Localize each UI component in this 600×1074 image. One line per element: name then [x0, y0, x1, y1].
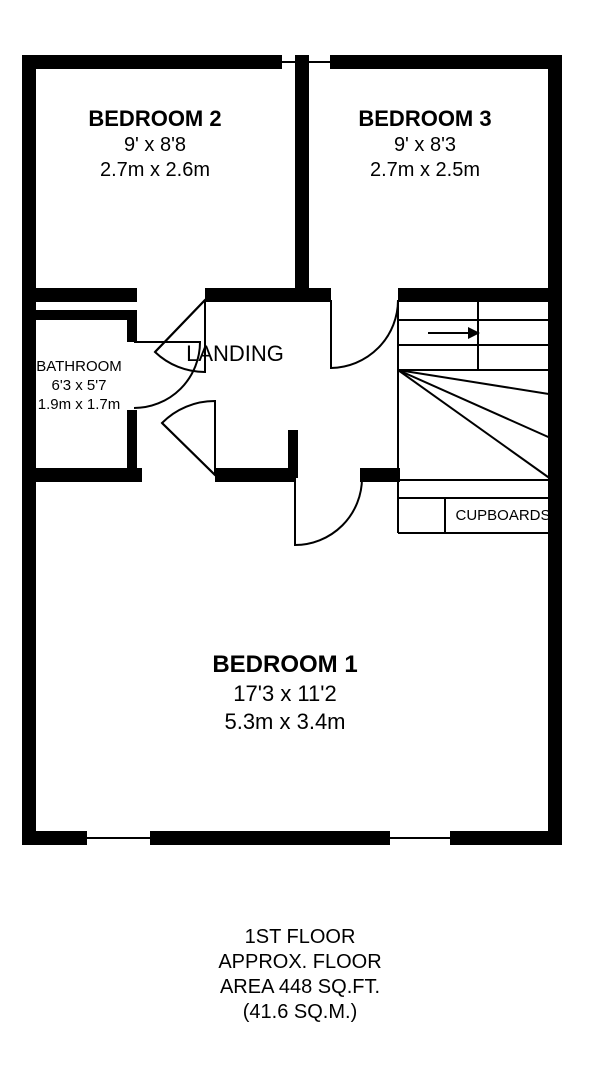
footer-line3: AREA 448 SQ.FT.: [0, 975, 600, 1000]
bedroom2-name: BEDROOM 2: [55, 105, 255, 133]
bedroom3-name: BEDROOM 3: [325, 105, 525, 133]
footer-line2: APPROX. FLOOR: [0, 950, 600, 975]
landing-name: LANDING: [186, 341, 284, 366]
bedroom3-imperial: 9' x 8'3: [325, 133, 525, 158]
bedroom1-name: BEDROOM 1: [165, 650, 405, 680]
cupboards-label: CUPBOARDS: [448, 506, 558, 526]
footer-line1: 1ST FLOOR: [0, 925, 600, 950]
landing-label: LANDING: [165, 340, 305, 368]
bedroom3-metric: 2.7m x 2.5m: [325, 158, 525, 183]
cupboards-name: CUPBOARDS: [455, 507, 550, 524]
bathroom-name: BATHROOM: [24, 358, 134, 377]
bedroom2-metric: 2.7m x 2.6m: [55, 158, 255, 183]
bedroom2-imperial: 9' x 8'8: [55, 133, 255, 158]
bedroom1-label: BEDROOM 1 17'3 x 11'2 5.3m x 3.4m: [165, 650, 405, 735]
footer-line4: (41.6 SQ.M.): [0, 1000, 600, 1025]
bedroom1-imperial: 17'3 x 11'2: [165, 680, 405, 708]
bathroom-label: BATHROOM 6'3 x 5'7 1.9m x 1.7m: [24, 358, 134, 414]
bedroom3-label: BEDROOM 3 9' x 8'3 2.7m x 2.5m: [325, 105, 525, 183]
floorplan-canvas: BEDROOM 2 9' x 8'8 2.7m x 2.6m BEDROOM 3…: [0, 0, 600, 1074]
footer-block: 1ST FLOOR APPROX. FLOOR AREA 448 SQ.FT. …: [0, 925, 600, 1025]
bathroom-metric: 1.9m x 1.7m: [24, 396, 134, 415]
bedroom2-label: BEDROOM 2 9' x 8'8 2.7m x 2.6m: [55, 105, 255, 183]
bedroom1-metric: 5.3m x 3.4m: [165, 708, 405, 736]
bathroom-imperial: 6'3 x 5'7: [24, 377, 134, 396]
